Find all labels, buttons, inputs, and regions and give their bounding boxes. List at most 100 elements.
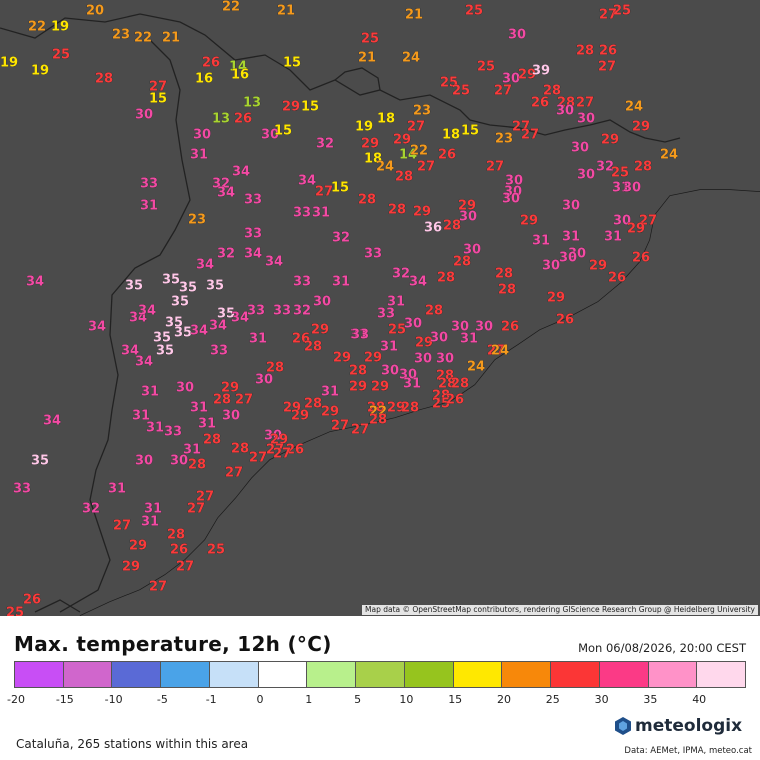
station-value[interactable]: 25 <box>431 396 451 412</box>
station-value[interactable]: 31 <box>603 229 623 245</box>
station-value[interactable]: 31 <box>402 376 422 392</box>
station-value[interactable]: 22 <box>221 0 241 15</box>
station-value[interactable]: 14 <box>228 59 248 75</box>
station-value[interactable]: 35 <box>216 306 236 322</box>
station-value[interactable]: 34 <box>297 173 317 189</box>
station-value[interactable]: 31 <box>531 233 551 249</box>
station-value[interactable]: 30 <box>576 167 596 183</box>
station-value[interactable]: 28 <box>366 400 386 416</box>
station-value[interactable]: 30 <box>501 191 521 207</box>
station-value[interactable]: 32 <box>315 136 335 152</box>
station-value[interactable]: 30 <box>403 316 423 332</box>
station-value[interactable]: 26 <box>169 542 189 558</box>
station-value[interactable]: 30 <box>612 213 632 229</box>
station-value[interactable]: 29 <box>588 258 608 274</box>
station-value[interactable]: 31 <box>139 198 159 214</box>
station-value[interactable]: 27 <box>575 95 595 111</box>
station-value[interactable]: 35 <box>173 325 193 341</box>
station-value[interactable]: 19 <box>30 63 50 79</box>
station-value[interactable]: 18 <box>363 151 383 167</box>
station-value[interactable]: 34 <box>128 310 148 326</box>
station-value[interactable]: 30 <box>169 453 189 469</box>
station-value[interactable]: 31 <box>131 408 151 424</box>
station-value[interactable]: 31 <box>331 274 351 290</box>
station-value[interactable]: 31 <box>107 481 127 497</box>
station-value[interactable]: 29 <box>282 400 302 416</box>
station-value[interactable]: 34 <box>208 318 228 334</box>
station-value[interactable]: 34 <box>231 164 251 180</box>
station-value[interactable]: 30 <box>541 258 561 274</box>
station-value[interactable]: 39 <box>531 63 551 79</box>
station-value[interactable]: 30 <box>312 294 332 310</box>
station-value[interactable]: 31 <box>182 442 202 458</box>
station-value[interactable]: 27 <box>265 442 285 458</box>
station-value[interactable]: 29 <box>332 350 352 366</box>
station-value[interactable]: 30 <box>503 184 523 200</box>
station-value[interactable]: 31 <box>320 384 340 400</box>
station-value[interactable]: 29 <box>310 322 330 338</box>
station-value[interactable]: 35 <box>152 330 172 346</box>
station-value[interactable]: 29 <box>631 119 651 135</box>
station-value[interactable]: 23 <box>412 103 432 119</box>
station-value[interactable]: 28 <box>542 83 562 99</box>
station-value[interactable]: 33 <box>163 424 183 440</box>
station-value[interactable]: 23 <box>494 131 514 147</box>
station-value[interactable]: 24 <box>490 343 510 359</box>
station-value[interactable]: 34 <box>230 310 250 326</box>
station-value[interactable]: 35 <box>161 272 181 288</box>
station-value[interactable]: 29 <box>386 400 406 416</box>
station-value[interactable]: 34 <box>243 246 263 262</box>
station-value[interactable]: 27 <box>511 119 531 135</box>
station-value[interactable]: 15 <box>148 91 168 107</box>
station-value[interactable]: 15 <box>282 55 302 71</box>
station-value[interactable]: 16 <box>194 71 214 87</box>
station-value[interactable]: 35 <box>170 294 190 310</box>
station-value[interactable]: 24 <box>466 359 486 375</box>
station-value[interactable]: 29 <box>370 379 390 395</box>
station-value[interactable]: 33 <box>292 205 312 221</box>
station-value[interactable]: 35 <box>155 343 175 359</box>
station-value[interactable]: 30 <box>462 242 482 258</box>
station-value[interactable]: 27 <box>186 501 206 517</box>
station-value[interactable]: 34 <box>408 274 428 290</box>
station-value[interactable]: 26 <box>530 95 550 111</box>
station-value[interactable]: 26 <box>437 147 457 163</box>
station-value[interactable]: 31 <box>379 339 399 355</box>
station-value[interactable]: 28 <box>265 360 285 376</box>
station-value[interactable]: 28 <box>348 363 368 379</box>
station-value[interactable]: 29 <box>412 204 432 220</box>
station-value[interactable]: 30 <box>558 250 578 266</box>
station-value[interactable]: 25 <box>5 605 25 616</box>
station-value[interactable]: 26 <box>285 442 305 458</box>
station-value[interactable]: 35 <box>205 278 225 294</box>
station-value[interactable]: 22 <box>368 404 388 420</box>
station-value[interactable]: 27 <box>598 7 618 23</box>
station-value[interactable]: 19 <box>0 55 19 71</box>
station-value[interactable]: 31 <box>140 384 160 400</box>
station-value[interactable]: 32 <box>331 230 351 246</box>
station-value[interactable]: 18 <box>376 111 396 127</box>
station-value[interactable]: 28 <box>357 192 377 208</box>
station-value[interactable]: 33 <box>209 343 229 359</box>
station-value[interactable]: 32 <box>211 176 231 192</box>
station-value[interactable]: 27 <box>406 119 426 135</box>
station-value[interactable]: 28 <box>424 303 444 319</box>
station-value[interactable]: 31 <box>611 180 631 196</box>
station-value[interactable]: 24 <box>401 50 421 66</box>
station-value[interactable]: 27 <box>272 446 292 462</box>
station-value[interactable]: 27 <box>520 127 540 143</box>
station-value[interactable]: 33 <box>12 481 32 497</box>
station-value[interactable]: 30 <box>413 351 433 367</box>
station-value[interactable]: 30 <box>175 380 195 396</box>
station-value[interactable]: 27 <box>195 489 215 505</box>
station-value[interactable]: 34 <box>216 185 236 201</box>
station-value[interactable]: 28 <box>497 282 517 298</box>
station-value[interactable]: 27 <box>175 559 195 575</box>
station-value[interactable]: 30 <box>501 71 521 87</box>
station-value[interactable]: 31 <box>143 501 163 517</box>
station-value[interactable]: 28 <box>450 376 470 392</box>
station-value[interactable]: 30 <box>576 111 596 127</box>
station-value[interactable]: 34 <box>137 303 157 319</box>
station-value[interactable]: 31 <box>248 331 268 347</box>
station-value[interactable]: 24 <box>624 99 644 115</box>
